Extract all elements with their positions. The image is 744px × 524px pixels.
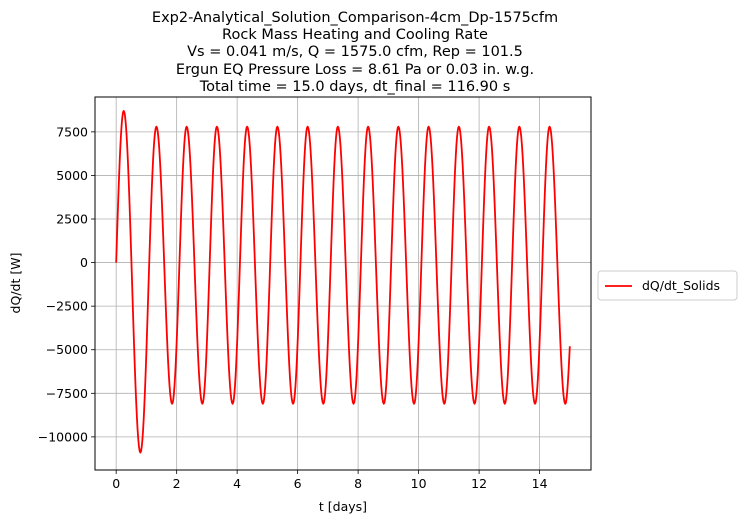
y-tick-label: 2500 [56,212,88,227]
x-tick-label: 10 [411,476,427,491]
title-line-2: Rock Mass Heating and Cooling Rate [222,27,488,43]
legend-frame [597,270,738,301]
x-tick-label: 14 [532,476,548,491]
x-axis-label: t [days] [319,499,367,514]
y-tick-label: 0 [80,255,88,270]
y-tick-label: −7500 [46,386,88,401]
x-axis-ticks: 0 2 4 6 8 10 12 14 [112,470,548,491]
x-tick-label: 12 [471,476,487,491]
y-tick-label: −10000 [38,429,88,444]
title-line-3: Vs = 0.041 m/s, Q = 1575.0 cfm, Rep = 10… [187,44,523,60]
y-axis-ticks: −10000 −7500 −5000 −2500 0 2500 5000 7500 [38,124,95,444]
y-tick-label: 5000 [56,168,88,183]
y-tick-label: −5000 [46,342,88,357]
title-line-5: Total time = 15.0 days, dt_final = 116.9… [199,79,511,95]
x-tick-label: 2 [173,476,181,491]
title-line-4: Ergun EQ Pressure Loss = 8.61 Pa or 0.03… [176,62,534,78]
x-tick-label: 4 [233,476,241,491]
y-tick-label: −2500 [46,299,88,314]
chart-title: Exp2-Analytical_Solution_Comparison-4cm_… [152,10,558,95]
x-tick-label: 6 [294,476,302,491]
x-tick-label: 0 [112,476,120,491]
series-layer [115,110,571,454]
title-line-1: Exp2-Analytical_Solution_Comparison-4cm_… [152,10,558,26]
plot-frame [94,96,592,471]
series-line-dq-dt-solids [115,110,571,454]
y-axis-label: dQ/dt [W] [8,253,23,314]
y-tick-label: 7500 [56,124,88,139]
legend: dQ/dt_Solids [597,270,738,301]
x-tick-label: 8 [354,476,362,491]
legend-label-dq-dt-solids: dQ/dt_Solids [642,278,720,293]
